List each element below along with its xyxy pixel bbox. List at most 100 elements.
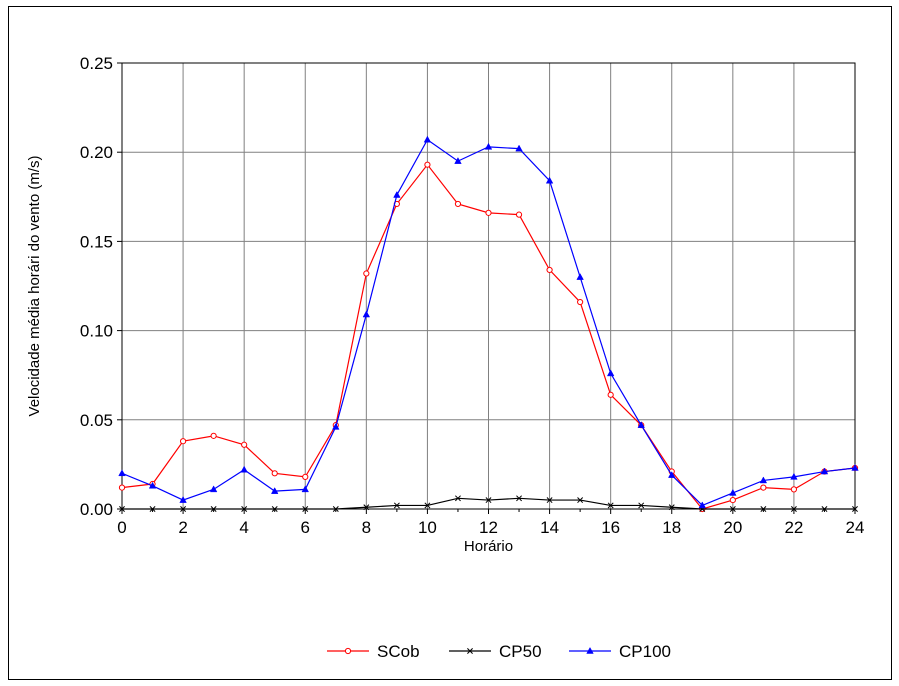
data-point: [241, 506, 248, 512]
data-point: [302, 506, 309, 512]
data-point: [179, 438, 187, 445]
data-point: [485, 497, 492, 504]
data-point: [577, 298, 584, 306]
series-cp50: [119, 495, 858, 512]
data-point: [118, 469, 126, 477]
x-axis-label: Horário: [464, 538, 513, 555]
data-point: [180, 506, 187, 512]
data-point: [241, 441, 248, 448]
y-axis-label: Velocidade média horári do vento (m/s): [26, 156, 43, 417]
data-point: [607, 502, 614, 509]
data-point: [820, 467, 829, 475]
data-point: [576, 273, 584, 280]
data-point: [668, 504, 675, 511]
data-point: [638, 502, 645, 509]
data-point: [607, 391, 614, 398]
y-tick-label: 0.15: [80, 232, 113, 251]
y-tick-label: 0.05: [80, 411, 113, 430]
data-point: [851, 463, 859, 471]
data-point: [424, 161, 431, 168]
data-point: [759, 476, 768, 484]
y-tick-label: 0.20: [80, 143, 113, 162]
data-point: [729, 488, 737, 496]
data-point: [179, 496, 187, 503]
data-point: [210, 506, 217, 512]
data-point: [790, 486, 798, 493]
y-tick-label: 0.00: [80, 500, 113, 519]
data-point: [546, 497, 553, 504]
y-tick-label: 0.10: [80, 322, 113, 341]
data-point: [515, 144, 523, 152]
data-point: [344, 647, 352, 655]
grid-lines: [121, 62, 856, 510]
data-point: [454, 157, 462, 164]
data-point: [586, 646, 594, 654]
data-point: [668, 471, 676, 478]
x-tick-label: 0: [117, 518, 126, 537]
data-point: [606, 369, 615, 377]
data-point: [209, 485, 218, 493]
legend-item-scob: SCob: [327, 642, 420, 661]
data-point: [821, 506, 828, 512]
x-tick-label: 22: [784, 518, 803, 537]
data-point: [149, 506, 156, 512]
line-chart: 0.000.050.100.150.200.25 0 2 4 6 8 10 12 14 16 18…: [26, 54, 864, 661]
data-point: [271, 470, 278, 477]
x-tick-label: 18: [662, 518, 681, 537]
x-tick-label: 14: [540, 518, 559, 537]
data-point: [698, 501, 707, 509]
data-point: [485, 209, 492, 216]
legend: SCob CP50 CP100: [327, 642, 671, 661]
x-axis-ticks: 0 2 4 6 8 10 12 14 16 18 20 22 24: [117, 509, 864, 537]
x-tick-label: 6: [301, 518, 310, 537]
data-point: [118, 484, 126, 491]
data-point: [332, 506, 339, 512]
x-tick-label: 10: [418, 518, 437, 537]
data-point: [423, 135, 432, 143]
data-point: [148, 481, 157, 489]
x-tick-label: 4: [239, 518, 248, 537]
data-point: [790, 472, 798, 480]
x-tick-label: 2: [178, 518, 187, 537]
data-point: [455, 495, 461, 502]
data-point: [729, 496, 736, 504]
x-tick-label: 8: [362, 518, 371, 537]
legend-item-cp50: CP50: [449, 642, 542, 661]
data-point: [454, 200, 462, 208]
data-point: [467, 648, 473, 654]
x-tick-label: 12: [479, 518, 498, 537]
data-point: [760, 506, 767, 512]
legend-label: CP50: [499, 642, 542, 661]
data-point: [852, 506, 858, 512]
data-point: [790, 506, 797, 512]
x-tick-label: 24: [846, 518, 865, 537]
data-point: [270, 487, 279, 494]
legend-item-cp100: CP100: [569, 642, 671, 661]
data-point: [424, 502, 431, 509]
data-point: [577, 497, 584, 504]
legend-label: SCob: [377, 642, 420, 661]
legend-label: CP100: [619, 642, 671, 661]
data-point: [484, 142, 493, 150]
data-point: [546, 266, 553, 274]
data-point: [515, 211, 523, 218]
data-point: [271, 506, 278, 512]
data-point: [393, 190, 401, 198]
series-group: [118, 135, 859, 513]
data-point: [362, 310, 371, 318]
data-point: [301, 485, 309, 493]
data-point: [516, 495, 522, 502]
x-tick-label: 16: [601, 518, 620, 537]
data-point: [363, 270, 370, 277]
y-axis-ticks: 0.00 0.05 0.10 0.15 0.20 0.25: [80, 54, 122, 519]
data-point: [729, 506, 736, 512]
data-point: [302, 473, 309, 480]
chart-frame: 0.00 0.05 0.10 0.15 0.20 0.25 0 2 4 6 8 10 12 14 16 18…: [8, 6, 892, 680]
data-point: [393, 502, 400, 509]
data-point: [760, 484, 767, 491]
data-point: [545, 176, 554, 184]
data-point: [119, 506, 125, 512]
series-cp100: [118, 135, 859, 509]
data-point: [332, 422, 340, 430]
y-tick-label: 0.25: [80, 54, 113, 73]
